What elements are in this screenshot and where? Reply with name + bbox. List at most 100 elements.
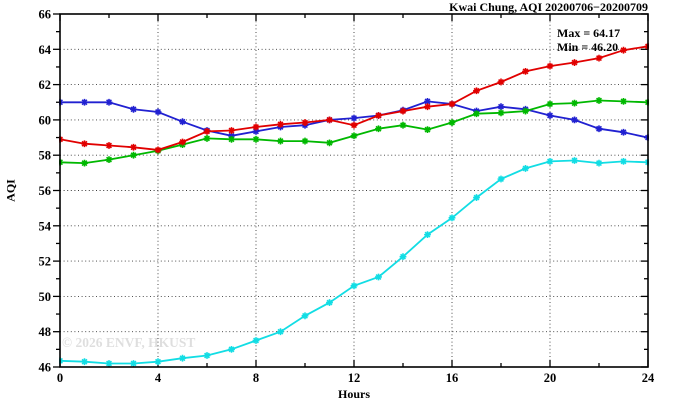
data-point-marker: [595, 125, 603, 133]
data-point-marker: [81, 98, 88, 106]
y-tick-label: 54: [39, 219, 52, 233]
data-point-marker: [473, 87, 480, 95]
data-point-marker: [179, 138, 186, 146]
data-point-marker: [497, 103, 505, 111]
data-point-marker: [473, 194, 480, 201]
data-point-marker: [399, 121, 407, 129]
data-point-marker: [326, 139, 333, 147]
plot-border: [59, 13, 649, 368]
x-tick-label: 12: [348, 371, 361, 385]
data-point-marker: [399, 253, 407, 261]
data-point-marker: [130, 105, 137, 113]
data-point-marker: [375, 125, 382, 133]
data-point-marker: [473, 110, 480, 118]
data-point-marker: [154, 108, 162, 116]
watermark: © 2026 ENVF, HKUST: [62, 335, 196, 350]
x-tick-label: 0: [57, 371, 63, 385]
data-point-marker: [350, 121, 358, 129]
data-point-marker: [546, 62, 554, 70]
y-tick-label: 64: [39, 43, 52, 57]
data-point-marker: [203, 127, 211, 135]
data-point-marker: [81, 358, 88, 366]
data-point-marker: [228, 132, 235, 140]
data-point-marker: [228, 135, 235, 143]
data-point-marker: [399, 107, 407, 115]
data-point-marker: [301, 137, 309, 145]
data-point-marker: [595, 54, 603, 62]
data-point-marker: [546, 112, 554, 119]
data-point-marker: [546, 157, 554, 165]
min-annotation: Min = 46.20: [557, 40, 619, 54]
data-point-marker: [179, 118, 186, 126]
series-green: [59, 97, 649, 167]
data-point-marker: [277, 137, 284, 145]
data-point-marker: [203, 352, 211, 359]
data-point-marker: [497, 175, 505, 183]
series-red: [59, 42, 649, 154]
data-point-marker: [105, 142, 113, 149]
data-point-marker: [620, 97, 627, 105]
data-point-marker: [301, 119, 309, 126]
x-tick-label: 16: [446, 371, 459, 385]
y-tick-label: 56: [39, 184, 52, 198]
data-point-marker: [154, 358, 162, 366]
data-point-marker: [571, 116, 578, 124]
data-point-marker: [595, 97, 603, 104]
data-point-marker: [81, 140, 88, 148]
data-point-marker: [203, 135, 211, 142]
data-point-marker: [105, 98, 113, 106]
x-tick-label: 20: [544, 371, 557, 385]
data-point-marker: [620, 128, 627, 136]
y-tick-label: 60: [39, 113, 52, 127]
data-point-marker: [424, 126, 431, 134]
data-point-marker: [130, 143, 137, 151]
data-point-marker: [546, 100, 554, 108]
data-point-marker: [326, 116, 333, 124]
data-point-marker: [154, 146, 162, 154]
data-point-marker: [448, 119, 456, 126]
y-tick-label: 48: [39, 325, 52, 339]
y-axis-label: AQI: [3, 179, 18, 202]
data-point-marker: [497, 78, 505, 86]
max-min-annotation: Max = 64.17 Min = 46.20: [557, 27, 620, 55]
data-point-marker: [522, 67, 529, 75]
data-point-marker: [497, 109, 505, 117]
data-point-marker: [571, 157, 578, 164]
data-point-marker: [179, 354, 186, 362]
data-point-marker: [350, 282, 358, 290]
data-point-marker: [252, 135, 260, 143]
x-tick-label: 4: [155, 371, 162, 385]
data-point-marker: [350, 114, 358, 122]
data-point-marker: [252, 337, 260, 344]
data-point-marker: [620, 157, 627, 165]
data-point-marker: [620, 46, 627, 54]
data-point-marker: [228, 345, 235, 353]
data-point-marker: [252, 123, 260, 131]
data-point-marker: [277, 120, 284, 128]
data-point-marker: [448, 100, 456, 108]
x-axis-label: Hours: [337, 387, 370, 401]
data-point-marker: [130, 151, 137, 159]
data-point-marker: [130, 360, 137, 367]
data-point-marker: [522, 165, 529, 172]
data-point-marker: [571, 59, 578, 66]
data-point-marker: [375, 273, 382, 281]
data-point-marker: [105, 360, 113, 367]
data-point-marker: [326, 299, 333, 306]
chart-title: Kwai Chung, AQI 20200706−20200709: [449, 0, 648, 14]
y-tick-label: 62: [39, 78, 52, 92]
data-point-marker: [375, 112, 382, 119]
data-point-marker: [424, 103, 431, 111]
y-tick-label: 66: [39, 8, 52, 22]
data-point-marker: [448, 214, 456, 222]
data-point-marker: [81, 159, 88, 167]
y-tick-label: 46: [39, 361, 52, 375]
y-tick-label: 50: [39, 290, 52, 304]
data-point-marker: [105, 156, 113, 164]
data-point-marker: [350, 132, 358, 140]
data-point-marker: [301, 312, 309, 320]
data-point-marker: [595, 159, 603, 167]
y-tick-label: 52: [39, 255, 52, 269]
